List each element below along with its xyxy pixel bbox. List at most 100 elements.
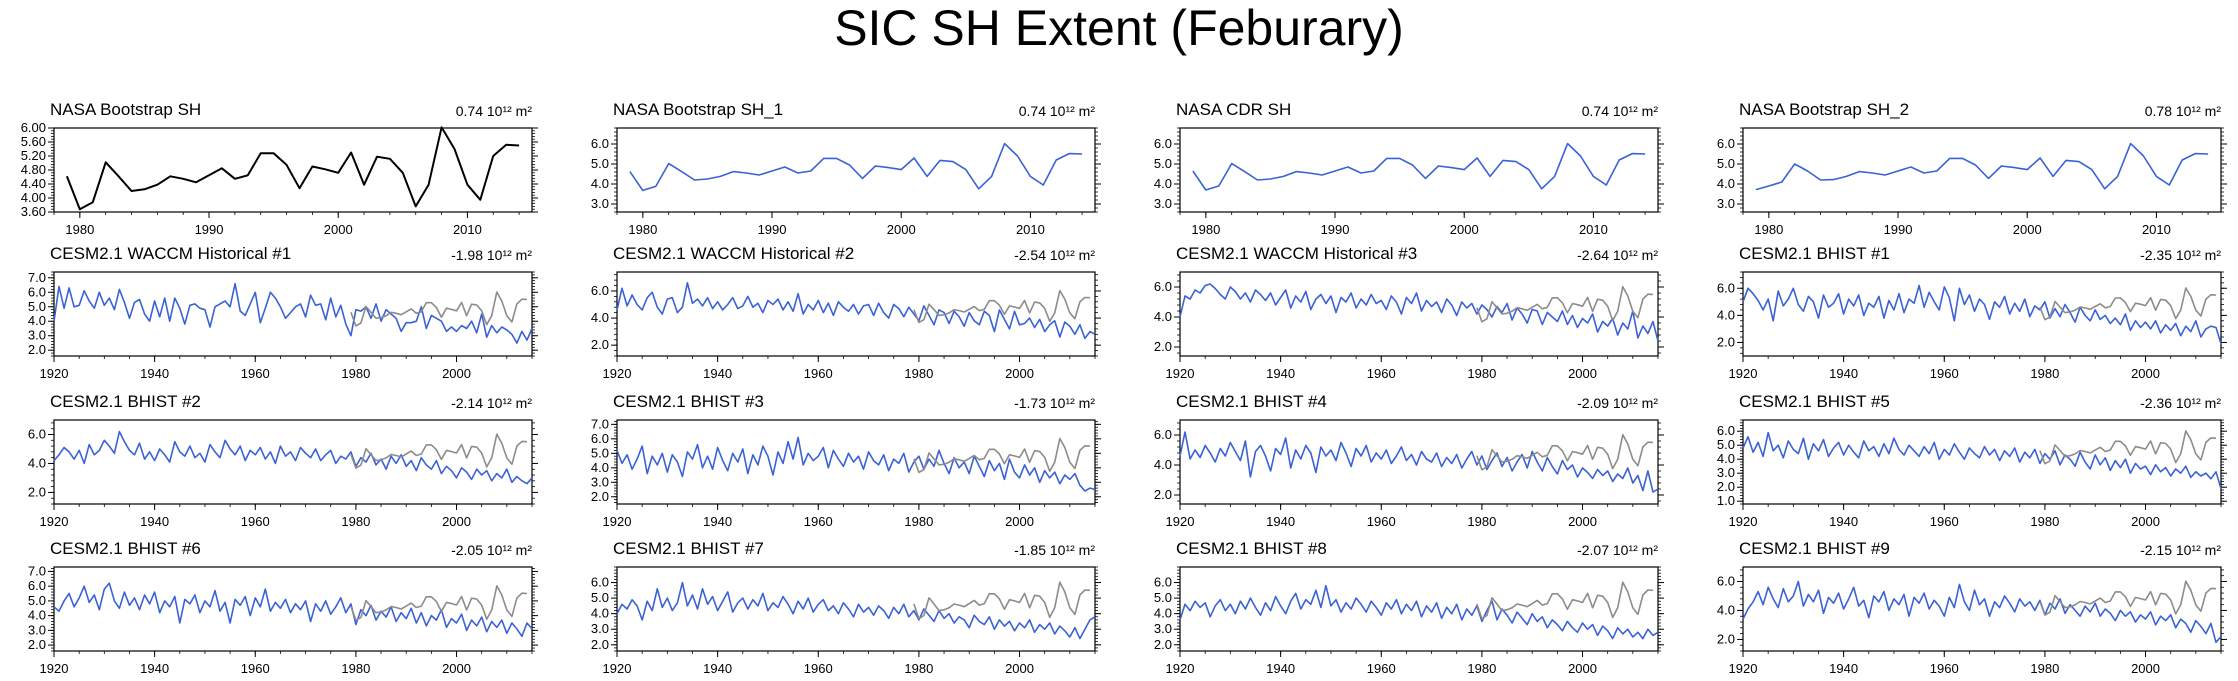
x-tick-label: 2000 (442, 366, 471, 381)
y-tick-label: 4.0 (1154, 309, 1172, 324)
x-tick-label: 2000 (1005, 661, 1034, 676)
x-tick-label: 1960 (804, 366, 833, 381)
model-series-line (1179, 584, 1659, 640)
x-tick-label: 1920 (40, 366, 69, 381)
plot-frame (53, 271, 533, 357)
y-tick-label: 4.0 (591, 606, 609, 621)
model-series-line (1179, 283, 1659, 342)
x-tick-label: 1940 (140, 514, 169, 529)
x-tick-label: 1940 (1829, 661, 1858, 676)
plot-frame (1742, 127, 2222, 213)
panel-stat-value: 0.74 10¹² m² (1019, 103, 1096, 119)
y-tick-label: 2.0 (1154, 487, 1172, 502)
panel-stat-value: -1.98 10¹² m² (451, 247, 532, 263)
x-tick-label: 1960 (1367, 514, 1396, 529)
x-tick-label: 1920 (1729, 661, 1758, 676)
panel-stat-value: -2.36 10¹² m² (2140, 395, 2221, 411)
figure-title: SIC SH Extent (Feburary) (834, 0, 1404, 56)
x-tick-label: 2000 (1568, 514, 1597, 529)
x-tick-label: 1920 (1166, 366, 1195, 381)
model-series-line (53, 282, 533, 344)
model-series-line (53, 430, 533, 485)
y-tick-label: 4.80 (21, 162, 46, 177)
panel-stat-value: -1.73 10¹² m² (1014, 395, 1095, 411)
y-tick-label: 3.0 (591, 196, 609, 211)
x-tick-label: 1980 (65, 222, 94, 237)
x-tick-label: 1990 (1884, 222, 1913, 237)
x-tick-label: 1980 (1467, 514, 1496, 529)
y-tick-label: 3.0 (28, 622, 46, 637)
y-tick-label: 2.0 (28, 637, 46, 652)
x-tick-label: 2000 (1568, 661, 1597, 676)
y-tick-label: 7.0 (28, 270, 46, 285)
panel-title: CESM2.1 BHIST #6 (50, 539, 201, 558)
panel-stat-value: -1.85 10¹² m² (1014, 542, 1095, 558)
model-series-line (1179, 431, 1659, 493)
observation-overlay-line (2039, 580, 2217, 616)
panel-title: CESM2.1 BHIST #4 (1176, 392, 1327, 411)
x-tick-label: 1980 (1191, 222, 1220, 237)
x-tick-label: 1960 (1930, 366, 1959, 381)
model-series-line (1742, 431, 2222, 489)
y-tick-label: 4.0 (1717, 451, 1735, 466)
model-series-line (1192, 142, 1646, 191)
model-series-line (1742, 580, 2222, 644)
x-tick-label: 1920 (1166, 514, 1195, 529)
y-tick-label: 2.0 (1717, 334, 1735, 349)
y-tick-label: 2.0 (1717, 631, 1735, 646)
plot-frame (616, 271, 1096, 357)
y-tick-label: 5.0 (1717, 156, 1735, 171)
x-tick-label: 1940 (140, 366, 169, 381)
x-tick-label: 1940 (1266, 661, 1295, 676)
x-tick-label: 1960 (241, 661, 270, 676)
y-tick-label: 4.0 (1154, 606, 1172, 621)
x-tick-label: 1920 (1166, 661, 1195, 676)
y-tick-label: 6.0 (591, 283, 609, 298)
y-tick-label: 2.0 (591, 337, 609, 352)
chart-panel-8: CESM2.1 BHIST #1 -2.35 10¹² m² 2.0 4.0 6.0 19… (1717, 244, 2227, 381)
panel-title: NASA CDR SH (1176, 100, 1291, 119)
x-tick-label: 2000 (442, 514, 471, 529)
x-tick-label: 1960 (1930, 514, 1959, 529)
panel-title: CESM2.1 WACCM Historical #3 (1176, 244, 1417, 263)
panel-title: CESM2.1 BHIST #8 (1176, 539, 1327, 558)
x-tick-label: 1980 (1467, 366, 1496, 381)
y-tick-label: 2.0 (1717, 479, 1735, 494)
y-tick-label: 5.60 (21, 134, 46, 149)
y-tick-label: 2.0 (1154, 339, 1172, 354)
model-series-line (616, 281, 1096, 340)
observation-overlay-line (1476, 433, 1654, 471)
y-tick-label: 4.0 (28, 313, 46, 328)
y-tick-label: 2.0 (591, 637, 609, 652)
chart-panel-7: CESM2.1 WACCM Historical #3 -2.64 10¹² m²… (1154, 244, 1664, 381)
panel-title: CESM2.1 WACCM Historical #2 (613, 244, 854, 263)
y-tick-label: 3.0 (28, 328, 46, 343)
y-tick-label: 6.00 (21, 120, 46, 135)
panel-stat-value: -2.54 10¹² m² (1014, 247, 1095, 263)
y-tick-label: 6.0 (591, 136, 609, 151)
panel-title: CESM2.1 BHIST #7 (613, 539, 764, 558)
x-tick-label: 1920 (40, 661, 69, 676)
y-tick-label: 6.0 (1154, 136, 1172, 151)
panel-stat-value: -2.35 10¹² m² (2140, 247, 2221, 263)
chart-panel-3: NASA CDR SH 0.74 10¹² m² 3.0 4.0 5.0 6.0 1980 1… (1154, 100, 1664, 237)
x-tick-label: 1940 (1829, 366, 1858, 381)
x-tick-label: 1980 (341, 366, 370, 381)
y-tick-label: 3.0 (1717, 465, 1735, 480)
x-tick-label: 1940 (1266, 366, 1295, 381)
panel-grid: NASA Bootstrap SH 0.74 10¹² m² 3.604.004.4… (21, 100, 2227, 676)
y-tick-label: 4.0 (591, 176, 609, 191)
chart-panel-14: CESM2.1 BHIST #7 -1.85 10¹² m² 2.03.04.05.… (591, 539, 1101, 676)
x-tick-label: 2000 (2131, 514, 2160, 529)
x-tick-label: 1980 (1754, 222, 1783, 237)
x-tick-label: 2010 (1579, 222, 1608, 237)
x-tick-label: 1990 (1321, 222, 1350, 237)
y-tick-label: 4.0 (28, 455, 46, 470)
panel-stat-value: -2.14 10¹² m² (451, 395, 532, 411)
x-tick-label: 1940 (1266, 514, 1295, 529)
panel-title: CESM2.1 BHIST #1 (1739, 244, 1890, 263)
chart-panel-15: CESM2.1 BHIST #8 -2.07 10¹² m² 2.03.04.05.… (1154, 539, 1664, 676)
x-tick-label: 1920 (603, 661, 632, 676)
plot-frame (1179, 127, 1659, 213)
